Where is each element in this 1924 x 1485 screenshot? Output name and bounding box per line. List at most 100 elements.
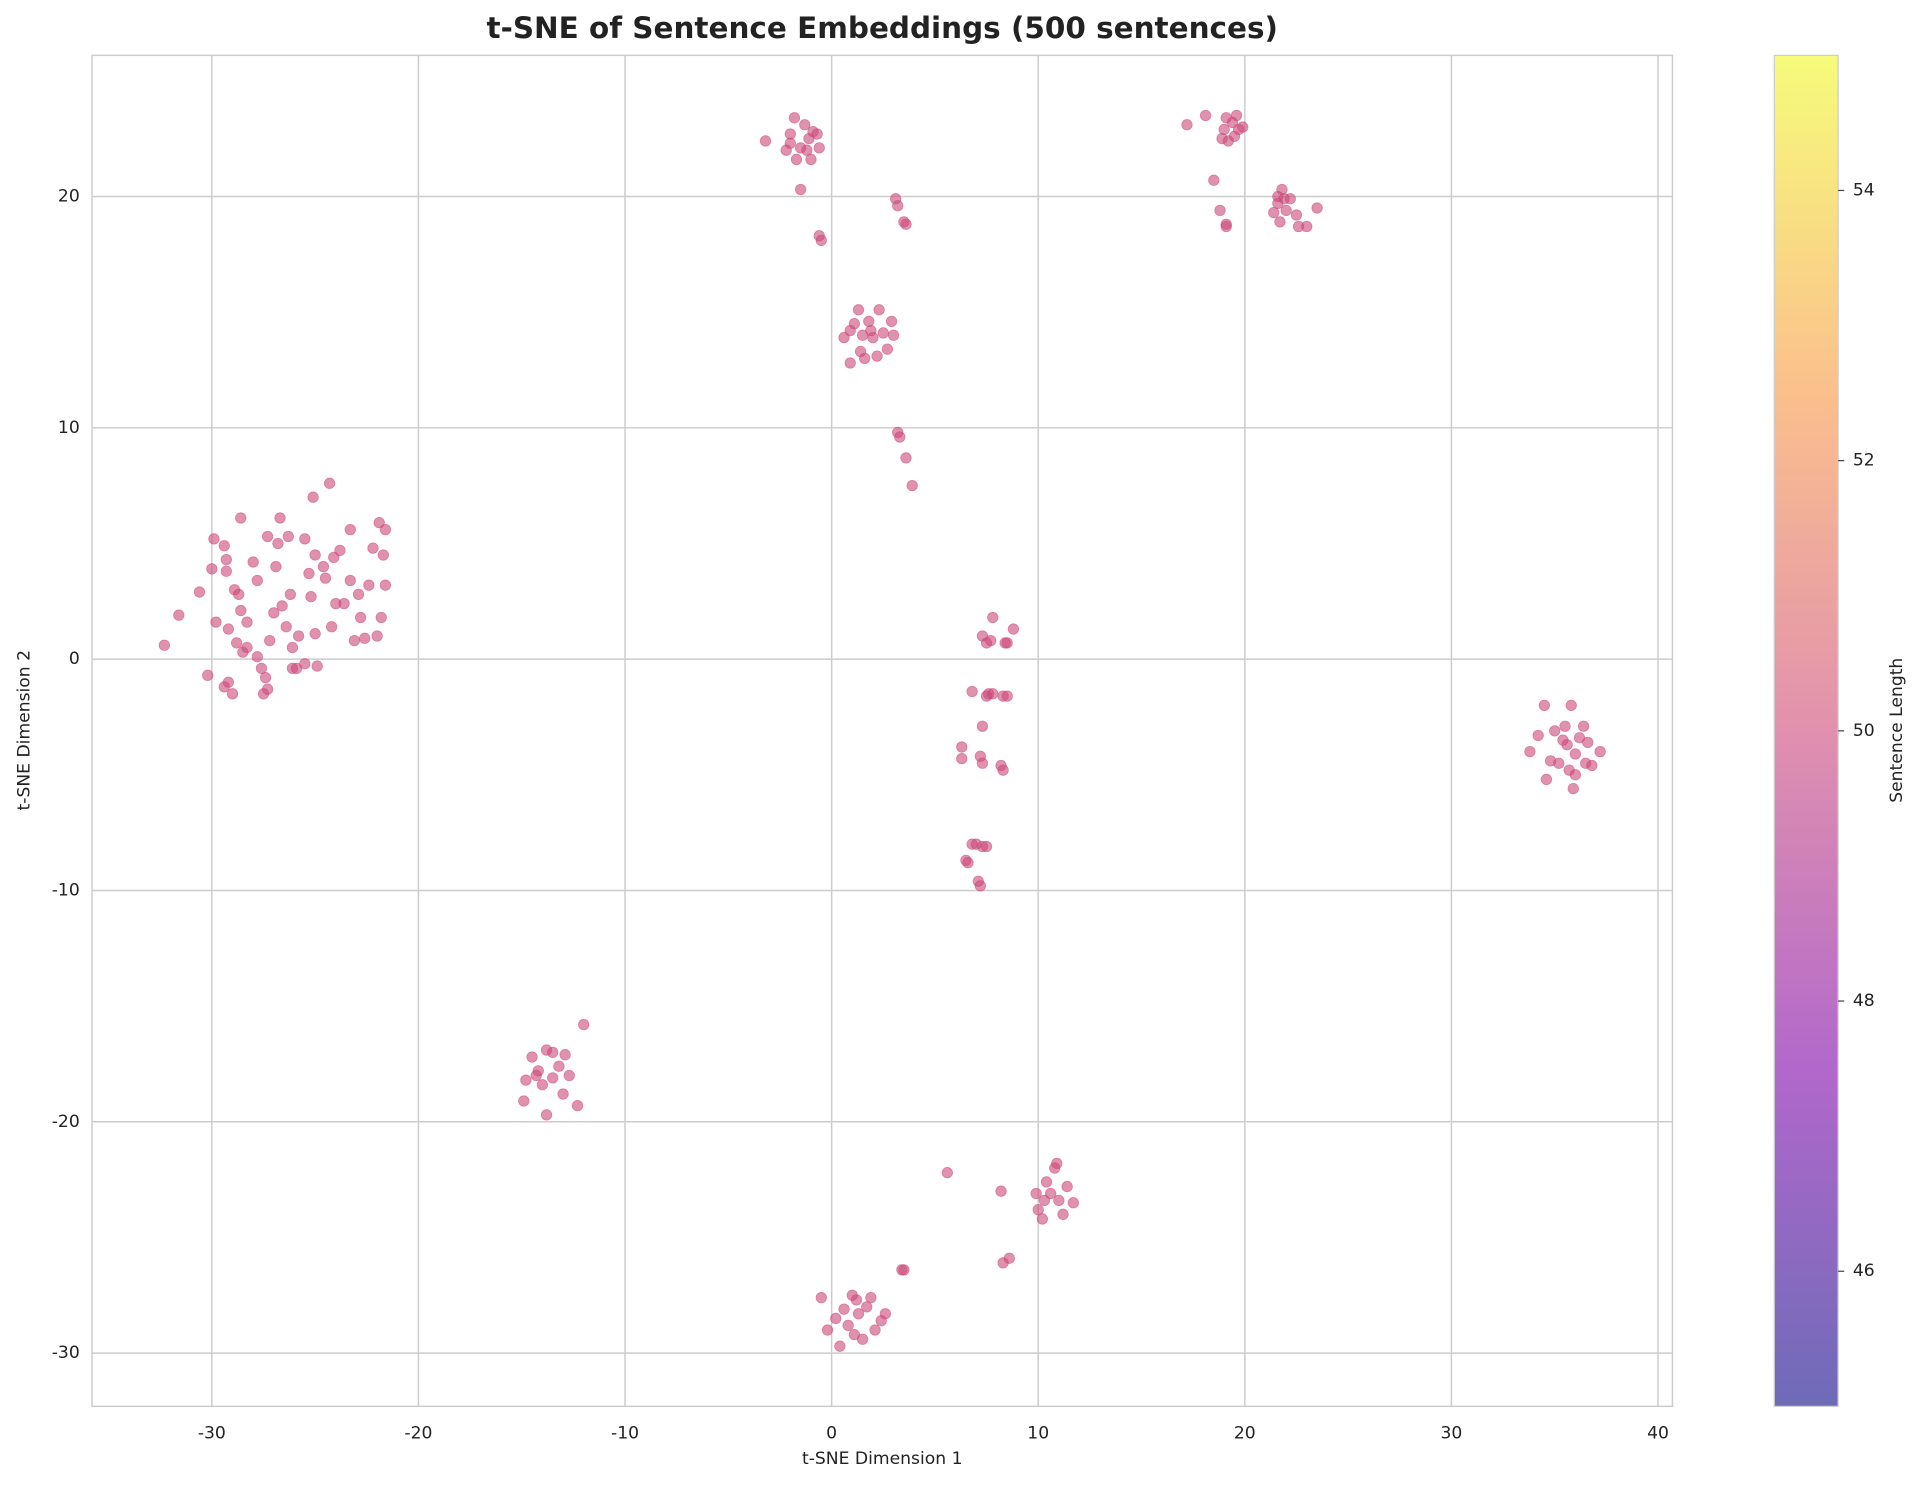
point <box>571 1099 584 1112</box>
point <box>241 616 253 628</box>
point <box>794 183 807 196</box>
point <box>1569 748 1582 760</box>
point <box>974 880 987 892</box>
point <box>235 604 247 617</box>
point <box>377 549 389 561</box>
point <box>1559 720 1571 732</box>
x-tick-label: 10 <box>1027 1423 1049 1443</box>
point <box>317 560 330 573</box>
point <box>344 523 356 536</box>
colorbar-tick-label: 48 <box>1853 991 1875 1011</box>
point <box>334 544 346 557</box>
point <box>280 621 292 633</box>
point <box>557 1088 569 1100</box>
point <box>264 634 276 647</box>
point <box>1586 759 1598 772</box>
point <box>1538 699 1551 712</box>
point <box>230 637 243 649</box>
plot-area <box>92 55 1673 1407</box>
point <box>222 623 235 635</box>
point <box>869 1324 881 1336</box>
point <box>784 137 796 149</box>
point <box>906 479 918 492</box>
point <box>375 611 387 624</box>
point <box>1040 1176 1053 1188</box>
point <box>208 533 220 545</box>
point <box>1067 1197 1079 1209</box>
point <box>1268 207 1280 219</box>
point <box>850 1294 863 1306</box>
point <box>299 533 311 545</box>
point <box>848 318 860 330</box>
point <box>1577 720 1590 732</box>
point <box>379 579 392 591</box>
x-axis-label: t-SNE Dimension 1 <box>802 1449 963 1469</box>
point <box>879 1308 891 1320</box>
point <box>941 1167 953 1179</box>
point <box>881 343 894 355</box>
point <box>900 452 912 464</box>
point <box>1007 623 1020 635</box>
point <box>1594 746 1606 758</box>
point <box>887 329 900 341</box>
point <box>985 634 997 647</box>
point <box>842 1319 854 1332</box>
point <box>1569 769 1582 781</box>
point <box>251 574 263 587</box>
point <box>235 512 247 524</box>
point <box>344 574 356 587</box>
point <box>1061 1180 1073 1193</box>
point <box>801 144 813 156</box>
x-tick-label: 40 <box>1647 1423 1669 1443</box>
point <box>1220 220 1232 233</box>
point <box>270 560 282 573</box>
x-tick-label: 20 <box>1234 1423 1256 1443</box>
point <box>788 112 801 124</box>
point <box>536 1079 549 1091</box>
point <box>1032 1204 1044 1216</box>
x-tick-label: -20 <box>404 1423 432 1443</box>
colorbar-label: Sentence Length <box>1887 658 1907 803</box>
point <box>553 1060 565 1072</box>
point <box>976 757 989 769</box>
point <box>272 537 284 550</box>
point <box>284 588 297 601</box>
point <box>530 1069 542 1082</box>
point <box>856 1333 869 1345</box>
point <box>1280 204 1292 216</box>
point <box>193 586 206 598</box>
colorbar <box>1773 54 1839 1407</box>
y-tick-label: 20 <box>58 186 80 206</box>
point <box>1311 202 1323 214</box>
point <box>540 1109 553 1121</box>
point <box>821 1324 834 1336</box>
point <box>261 530 274 543</box>
point <box>526 1051 538 1063</box>
point <box>563 1069 575 1082</box>
point <box>956 741 968 753</box>
point <box>1001 637 1013 649</box>
point <box>326 621 338 633</box>
x-tick-label: -30 <box>198 1423 226 1443</box>
point <box>1237 121 1249 133</box>
point <box>247 556 259 568</box>
point <box>1524 746 1536 758</box>
point <box>1199 109 1212 122</box>
point <box>255 662 268 675</box>
point <box>520 1074 532 1086</box>
point <box>1208 174 1220 186</box>
point <box>1532 729 1544 742</box>
point <box>220 554 232 566</box>
point <box>1274 216 1286 228</box>
point <box>1218 123 1230 136</box>
point <box>359 632 371 644</box>
point <box>547 1072 559 1084</box>
point <box>1553 757 1565 769</box>
point <box>865 324 877 337</box>
point <box>877 327 889 339</box>
point <box>379 523 392 536</box>
point <box>811 128 823 140</box>
point <box>309 549 321 561</box>
point <box>1003 1252 1015 1264</box>
chart-title: t-SNE of Sentence Embeddings (500 senten… <box>487 11 1278 45</box>
